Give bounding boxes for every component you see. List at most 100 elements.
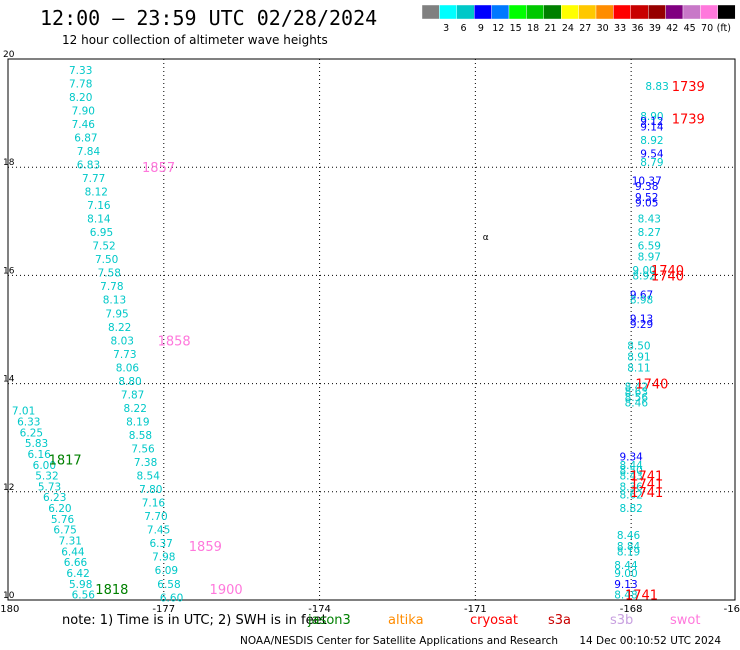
wave-height-point: 7.58 (98, 268, 121, 280)
colorbar-label: 6 (460, 23, 466, 34)
wave-height-point: 8.46 (617, 530, 641, 542)
wave-height-point: 9.38 (635, 181, 658, 193)
colorbar-label: 24 (562, 23, 574, 34)
wave-height-point: 8.46 (625, 398, 649, 410)
wave-height-point: 8.48 (614, 590, 637, 602)
wave-height-point: 7.80 (139, 484, 162, 496)
wave-height-point: 6.42 (66, 568, 89, 580)
chart-title: 12:00 – 23:59 UTC 02/28/2024 (40, 6, 378, 30)
wave-height-point: 5.83 (25, 438, 48, 450)
wave-height-point: 8.58 (129, 430, 152, 442)
wave-height-point: 9.13 (614, 579, 637, 591)
wave-height-point: 7.77 (82, 173, 105, 185)
colorbar-label: 70 (701, 23, 713, 34)
pass-time-label: 1817 (49, 453, 82, 468)
wave-height-point: 6.56 (72, 590, 96, 602)
wave-height-point: 8.56 (625, 392, 649, 404)
wave-height-point: 9.00 (614, 568, 637, 580)
wave-height-point: 7.33 (69, 65, 92, 77)
pass-time-label: 1739 (672, 80, 705, 95)
x-tick-label: -166 (724, 604, 740, 615)
y-tick-label: 14 (3, 375, 15, 385)
x-tick-label: -168 (620, 604, 643, 615)
satellite-name-swot: swot (670, 613, 701, 628)
pass-time-label: 1740 (635, 378, 668, 393)
wave-height-point: 7.70 (144, 511, 167, 523)
satellite-name-cryosat: cryosat (470, 613, 518, 628)
y-tick-label: 18 (3, 158, 15, 168)
wave-height-point: 6.75 (53, 525, 76, 537)
pass-time-label: 1740 (651, 264, 684, 279)
wave-height-point: 7.90 (72, 105, 95, 117)
colorbar-label: 12 (492, 23, 504, 34)
wave-height-point: 8.20 (69, 92, 92, 104)
wave-height-point: 7.78 (100, 281, 123, 293)
wave-height-point: 7.50 (95, 254, 118, 266)
wave-height-point: 7.84 (77, 146, 101, 158)
wave-height-point: 7.87 (121, 389, 144, 401)
buoy-marker: α (483, 233, 489, 243)
wave-height-point: 8.84 (617, 541, 641, 553)
wave-height-point: 9.34 (619, 452, 643, 464)
wave-height-point: 8.91 (627, 352, 650, 364)
colorbar-label: 36 (631, 23, 643, 34)
wave-height-point: 7.78 (69, 78, 92, 90)
wave-height-point: 8.03 (111, 335, 134, 347)
wave-height-point: 8.19 (126, 416, 149, 428)
wave-height-point: 6.16 (27, 449, 51, 461)
wave-height-point: 5.76 (51, 514, 75, 526)
wave-height-point: 8.92 (640, 135, 663, 147)
timestamp: 14 Dec 00:10:52 UTC 2024 (579, 635, 722, 647)
colorbar-label: 30 (597, 23, 609, 34)
x-tick-label: -177 (152, 604, 175, 615)
wave-height-point: 6.60 (160, 592, 183, 604)
wave-height-point: 9.52 (635, 192, 658, 204)
wave-height-point: 8.98 (630, 295, 653, 307)
wave-height-point: 8.22 (124, 403, 147, 415)
wave-height-point: 8.06 (116, 362, 140, 374)
wave-height-point: 6.33 (17, 416, 40, 428)
wave-height-point: 8.50 (619, 465, 642, 477)
wave-height-point: 9.67 (630, 289, 653, 301)
x-tick-label: -174 (308, 604, 331, 615)
color-scale-bar: 3 6 9 12 15 18 21 24 27 30 33 36 39 42 45 70 (ft) (421, 4, 736, 34)
wave-height-point: 8.63 (625, 387, 648, 399)
wave-height-point: 6.58 (157, 579, 180, 591)
wave-height-point: 7.73 (113, 349, 136, 361)
wave-height-point: 8.13 (103, 295, 126, 307)
wave-height-point: 9.54 (640, 149, 664, 161)
y-tick-label: 16 (3, 266, 15, 276)
wave-height-point: 8.92 (632, 270, 655, 282)
wave-height-point: 8.62 (619, 490, 642, 502)
pass-time-label: 1857 (142, 161, 175, 176)
wave-height-point: 7.46 (72, 119, 96, 131)
wave-height-point: 8.22 (108, 322, 131, 334)
colorbar-label: 39 (649, 23, 661, 34)
wave-height-point: 9.12 (640, 116, 663, 128)
y-tick-label: 12 (3, 483, 14, 493)
wave-height-point: 7.52 (92, 241, 115, 253)
wave-height-point: 6.44 (61, 546, 85, 558)
colorbar-label: 33 (614, 23, 626, 34)
wave-height-point: 6.83 (77, 159, 100, 171)
wave-height-point: 10.37 (632, 176, 662, 188)
wave-height-point: 7.31 (59, 535, 82, 547)
x-tick-label: -180 (0, 604, 19, 615)
pass-time-label: 1900 (210, 583, 243, 598)
wave-height-point: 7.98 (152, 552, 175, 564)
wave-height-point: 8.11 (627, 362, 650, 374)
wave-height-point: 7.45 (147, 525, 170, 537)
pass-time-label: 1741 (625, 589, 658, 604)
wave-height-point: 7.16 (142, 498, 166, 510)
wave-height-point: 7.38 (134, 457, 157, 469)
wave-height-point: 8.12 (85, 187, 108, 199)
pass-time-label: 1859 (189, 540, 222, 555)
wave-height-point: 8.79 (640, 157, 663, 169)
plot-frame (7, 58, 736, 601)
wave-height-point: 8.42 (625, 381, 648, 393)
pass-time-label: 1740 (651, 269, 684, 284)
footer-note: note: 1) Time is in UTC; 2) SWH is in fe… (62, 613, 327, 628)
wave-height-point: 7.01 (12, 406, 35, 418)
pass-time-label: 1741 (630, 470, 663, 485)
